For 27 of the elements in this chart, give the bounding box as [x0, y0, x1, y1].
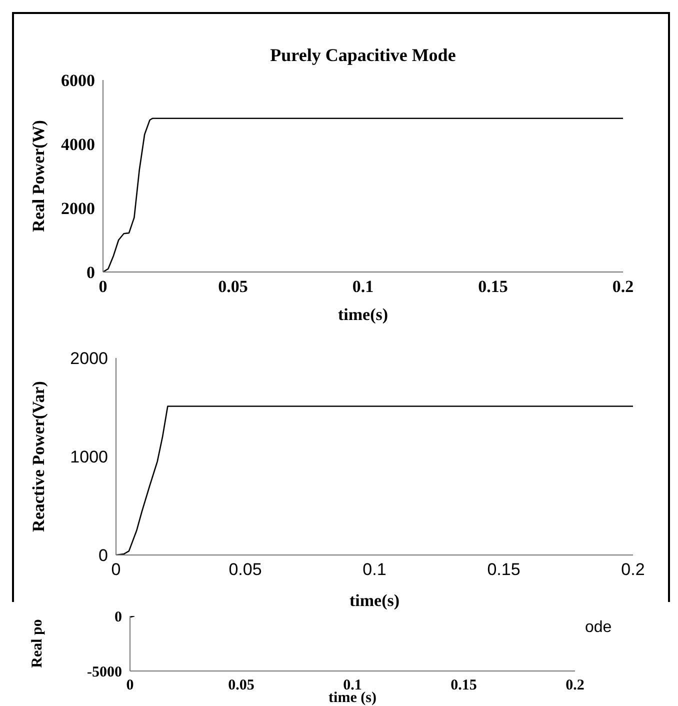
- y-tick-label: -5000: [87, 664, 122, 680]
- y-tick-label: 0: [86, 263, 95, 282]
- x-tick-label: 0.2: [566, 678, 584, 694]
- x-tick-label: 0.05: [228, 560, 262, 580]
- x-tick-label: 0.1: [352, 277, 374, 296]
- y-axis-title: Real po: [29, 619, 46, 668]
- x-axis-title: time(s): [338, 305, 388, 324]
- y-tick-label: 2000: [70, 349, 108, 368]
- x-tick-label: 0.1: [362, 560, 386, 580]
- x-tick-label: 0.15: [487, 560, 520, 580]
- x-tick-label: 0.15: [450, 678, 477, 694]
- text: ode: [585, 619, 612, 637]
- chart-title: Purely Capacitive Mode: [269, 45, 457, 66]
- y-tick-label: 2000: [61, 199, 95, 218]
- x-tick-label: 0.05: [218, 277, 248, 296]
- x-tick-label: 0.2: [612, 277, 634, 296]
- y-tick-label: 4000: [61, 135, 95, 154]
- y-axis-title: Real Power(W): [29, 120, 48, 232]
- y-tick-label: 1000: [70, 448, 108, 467]
- y-tick-label: 6000: [61, 71, 95, 90]
- y-tick-label: 0: [98, 546, 108, 566]
- x-tick-label: 0: [126, 678, 134, 694]
- y-axis-title: Reactive Power(Var): [29, 381, 48, 532]
- x-axis-title: time(s): [349, 591, 400, 610]
- x-tick-label: 0.15: [478, 277, 508, 296]
- x-tick-label: 0.05: [228, 678, 254, 694]
- x-tick-label: 0.2: [621, 560, 645, 580]
